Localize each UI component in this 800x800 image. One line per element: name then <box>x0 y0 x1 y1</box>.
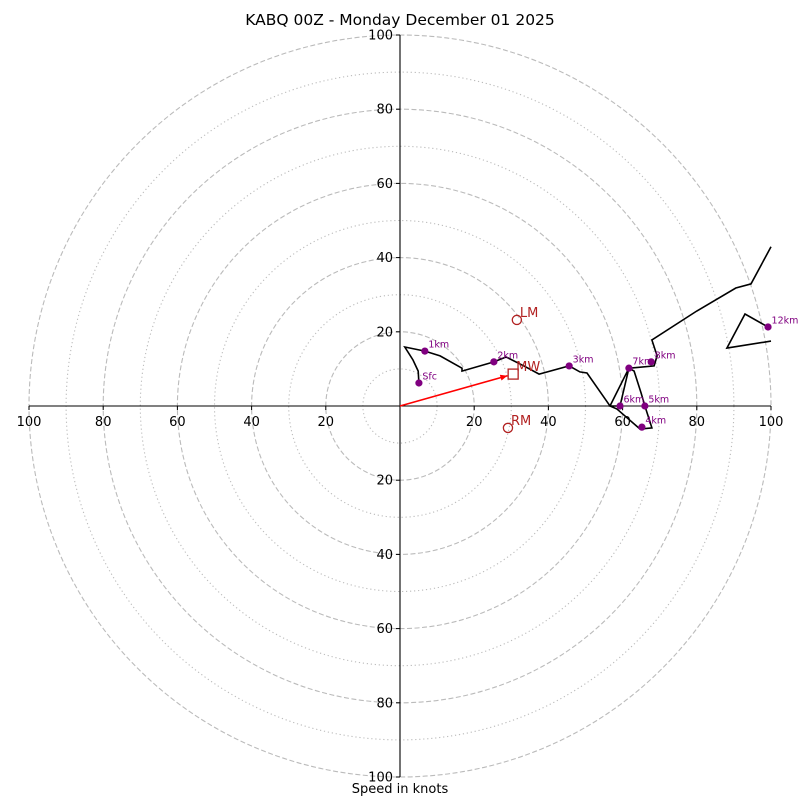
storm-marker-rm <box>502 422 514 434</box>
height-label-8km: 8km <box>655 350 676 361</box>
y-tick-label: 80 <box>376 103 393 118</box>
height-marker-5km <box>641 402 649 410</box>
height-label-12km: 12km <box>772 315 799 326</box>
mean-wind-vector-group <box>399 374 508 407</box>
height-marker-4km <box>638 423 646 431</box>
y-tick-label: 80 <box>376 696 393 711</box>
height-marker-7km <box>625 364 633 372</box>
y-tick-label: 20 <box>376 325 393 340</box>
y-tick-label: 40 <box>376 251 393 266</box>
x-tick-label: 100 <box>759 415 784 430</box>
y-tick-label: 60 <box>376 622 393 637</box>
y-tick-label: 40 <box>376 548 393 563</box>
hodograph-trace-group <box>403 246 772 430</box>
height-label-5km: 5km <box>648 395 669 406</box>
x-tick-label: 80 <box>95 415 112 430</box>
x-tick-label: 100 <box>17 415 42 430</box>
height-label-sfc: Sfc <box>422 371 437 382</box>
y-tick-label: 20 <box>376 474 393 489</box>
x-tick-label: 40 <box>540 415 557 430</box>
height-label-7km: 7km <box>632 357 653 368</box>
tick-labels: 100 80 60 40 20 20 40 60 80 100 100 80 60 40 20 20 40 60 8… <box>17 29 784 786</box>
mean-wind-arrow-head <box>499 374 508 381</box>
height-marker-6km <box>616 402 624 410</box>
y-tick-label: 100 <box>368 771 393 786</box>
height-label-2km: 2km <box>497 350 518 361</box>
y-tick-label: 100 <box>368 29 393 44</box>
x-tick-label: 80 <box>689 415 706 430</box>
storm-marker-mw <box>507 368 519 380</box>
x-tick-label: 60 <box>169 415 186 430</box>
storm-label-mw: MW <box>516 360 540 375</box>
x-tick-label: 60 <box>614 415 631 430</box>
height-marker-3km <box>565 362 573 370</box>
x-tick-label: 20 <box>466 415 483 430</box>
mean-wind-arrow-shaft <box>399 374 508 407</box>
height-marker-2km <box>490 358 498 366</box>
x-tick-label: 40 <box>243 415 260 430</box>
height-marker-12km <box>764 323 772 331</box>
height-label-6km: 6km <box>624 395 645 406</box>
height-marker-sfc <box>415 379 423 387</box>
height-label-4km: 4km <box>645 416 666 427</box>
height-label-1km: 1km <box>428 340 449 351</box>
x-tick-label: 20 <box>318 415 335 430</box>
height-marker-1km <box>421 347 429 355</box>
storm-motion-markers: LM MW RM <box>502 306 540 434</box>
chart-title: KABQ 00Z - Monday December 01 2025 <box>245 11 555 29</box>
height-label-3km: 3km <box>573 354 594 365</box>
y-tick-label: 60 <box>376 177 393 192</box>
storm-label-rm: RM <box>511 414 531 429</box>
hodograph-trace-upper <box>725 312 772 350</box>
hodograph-trace <box>403 246 772 430</box>
height-marker-8km <box>647 358 655 366</box>
storm-marker-lm <box>511 314 523 326</box>
x-axis-label: Speed in knots <box>351 782 449 797</box>
storm-label-lm: LM <box>520 306 538 321</box>
